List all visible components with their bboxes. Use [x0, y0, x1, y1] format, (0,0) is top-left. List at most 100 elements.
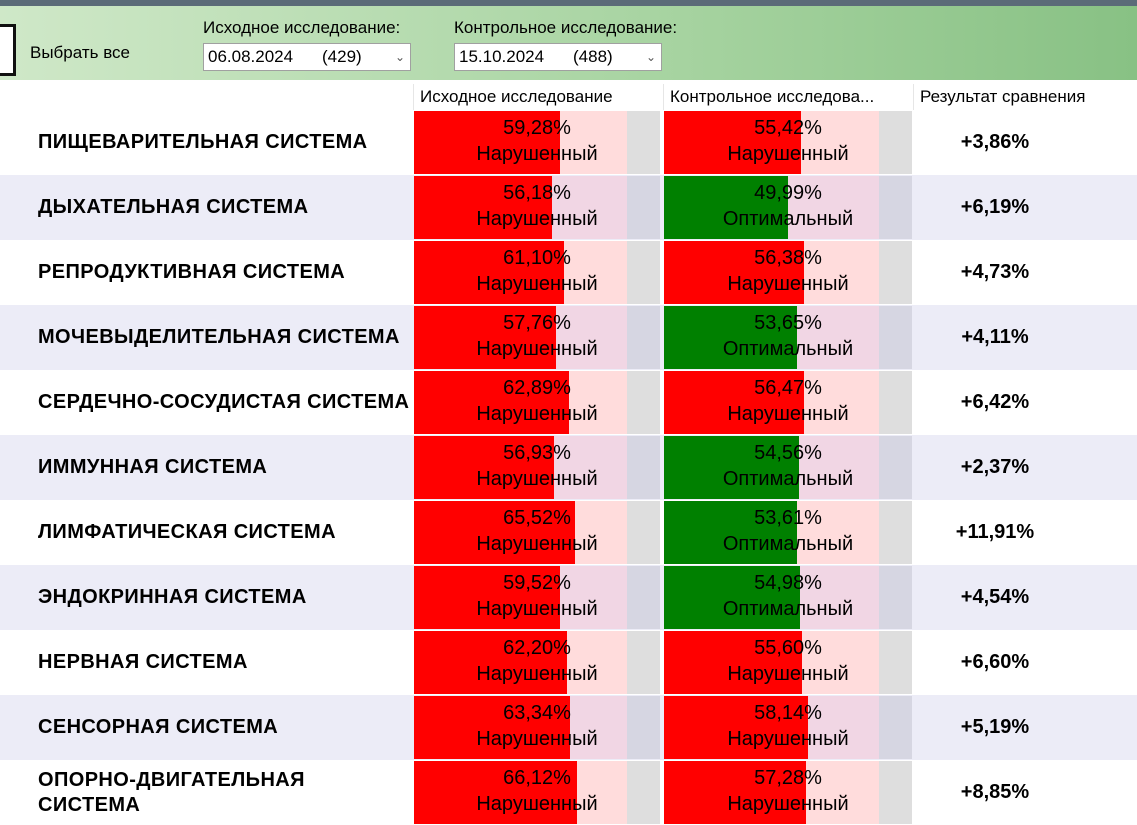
zone [878, 111, 912, 174]
status-label: Нарушенный [476, 143, 598, 165]
value-bar [664, 501, 797, 564]
column-header[interactable]: Результат сравнения [913, 84, 1137, 110]
value-bar [414, 501, 576, 564]
table-row: МОЧЕВЫДЕЛИТЕЛЬНАЯ СИСТЕМА 57,76% Нарушенны… [0, 305, 1137, 370]
zone [878, 241, 912, 304]
status-label: Нарушенный [727, 143, 849, 165]
table-row: НЕРВНАЯ СИСТЕМА 62,20% Нарушенный 55,60% Нар… [0, 630, 1137, 695]
zone [626, 566, 660, 629]
value-bar [664, 176, 788, 239]
zone [878, 306, 912, 369]
table-row: СЕНСОРНАЯ СИСТЕМА 63,34% Нарушенный 58,14% Н… [0, 695, 1137, 760]
value-label: 66,12% [503, 767, 571, 789]
value-bar [414, 111, 560, 174]
value-bar [414, 436, 555, 499]
control-cell: 54,98% Оптимальный [664, 566, 912, 629]
baseline-cell: 59,28% Нарушенный [414, 111, 660, 174]
zone [878, 371, 912, 434]
baseline-cell: 65,52% Нарушенный [414, 501, 660, 564]
control-cell: 57,28% Нарушенный [664, 761, 912, 824]
status-label: Нарушенный [476, 273, 598, 295]
select-all-label[interactable]: Выбрать все [30, 43, 130, 62]
value-label: 56,93% [503, 442, 571, 464]
checkbox[interactable] [0, 24, 16, 76]
comparison-result: +6,42% [960, 391, 1030, 413]
value-label: 56,47% [754, 377, 822, 399]
table-row: ОПОРНО-ДВИГАТЕЛЬНАЯ СИСТЕМА 66,12% Нарушен… [0, 760, 1137, 825]
comparison-result: +2,37% [960, 456, 1030, 478]
column-header[interactable]: Контрольное исследова... [663, 84, 913, 110]
baseline-cell: 61,10% Нарушенный [414, 241, 660, 304]
value-label: 59,28% [503, 117, 571, 139]
zone [626, 501, 660, 564]
value-bar [414, 241, 565, 304]
status-label: Нарушенный [476, 793, 598, 815]
zone [626, 631, 660, 694]
status-label: Нарушенный [476, 533, 598, 555]
status-label: Оптимальный [722, 208, 854, 230]
value-label: 62,89% [503, 377, 571, 399]
status-label: Нарушенный [476, 468, 598, 490]
baseline-cell: 56,18% Нарушенный [414, 176, 660, 239]
value-bar [664, 696, 809, 759]
zone [626, 176, 660, 239]
zone [626, 111, 660, 174]
value-label: 53,61% [754, 507, 822, 529]
zone [878, 566, 912, 629]
status-label: Нарушенный [476, 598, 598, 620]
comparison-result: +3,86% [960, 131, 1030, 153]
value-label: 59,52% [503, 572, 571, 594]
value-bar [664, 761, 807, 824]
value-label: 49,99% [754, 182, 822, 204]
status-label: Нарушенный [476, 728, 598, 750]
table-row: ДЫХАТЕЛЬНАЯ СИСТЕМА 56,18% Нарушенный 49,99… [0, 175, 1137, 240]
status-label: Нарушенный [476, 403, 598, 425]
zone [878, 501, 912, 564]
baseline-count: (429) [322, 47, 362, 66]
system-name: СЕРДЕЧНО-СОСУДИСТАЯ СИСТЕМА [38, 391, 410, 413]
control-cell: 55,42% Нарушенный [664, 111, 912, 174]
comparison-result: +4,54% [960, 586, 1030, 608]
baseline-label: Исходное исследование: [203, 18, 401, 37]
system-name: ЛИМФАТИЧЕСКАЯ СИСТЕМА [38, 521, 336, 543]
status-label: Оптимальный [722, 468, 854, 490]
control-cell: 58,14% Нарушенный [664, 696, 912, 759]
value-label: 56,38% [754, 247, 822, 269]
status-label: Оптимальный [722, 598, 854, 620]
system-name: ПИЩЕВАРИТЕЛЬНАЯ СИСТЕМА [38, 131, 368, 153]
baseline-cell: 62,89% Нарушенный [414, 371, 660, 434]
comparison-result: +4,11% [961, 326, 1029, 348]
control-cell: 54,56% Оптимальный [664, 436, 912, 499]
table-row: ЭНДОКРИННАЯ СИСТЕМА 59,52% Нарушенный 54,98… [0, 565, 1137, 630]
table-row: ПИЩЕВАРИТЕЛЬНАЯ СИСТЕМА 59,28% Нарушенный 5… [0, 110, 1137, 175]
baseline-cell: 66,12% Нарушенный [414, 761, 660, 824]
table-row: СЕРДЕЧНО-СОСУДИСТАЯ СИСТЕМА 62,89% Нарушен… [0, 370, 1137, 435]
column-header[interactable]: Исходное исследование [413, 84, 661, 110]
zone [626, 371, 660, 434]
control-date: 15.10.2024 [459, 47, 545, 66]
zone [878, 436, 912, 499]
baseline-cell: 63,34% Нарушенный [414, 696, 660, 759]
status-label: Нарушенный [476, 663, 598, 685]
status-label: Нарушенный [727, 793, 849, 815]
zone [878, 761, 912, 824]
control-count: (488) [573, 47, 613, 66]
baseline-dropdown[interactable]: 06.08.2024 (429) ⌄ [203, 43, 411, 71]
value-bar [414, 631, 567, 694]
status-label: Нарушенный [727, 728, 849, 750]
status-label: Оптимальный [722, 338, 854, 360]
control-dropdown[interactable]: 15.10.2024 (488) ⌄ [454, 43, 662, 71]
system-name: ИММУННАЯ СИСТЕМА [38, 456, 268, 478]
control-cell: 56,38% Нарушенный [664, 241, 912, 304]
zone [878, 696, 912, 759]
baseline-date: 06.08.2024 [208, 47, 294, 66]
comparison-result: +6,60% [960, 651, 1030, 673]
value-bar [414, 306, 557, 369]
toolbar: Выбрать все Исходное исследование: 06.08… [0, 0, 1137, 80]
system-name: ОПОРНО-ДВИГАТЕЛЬНАЯ СИСТЕМА [38, 768, 305, 816]
control-cell: 56,47% Нарушенный [664, 371, 912, 434]
comparison-result: +6,19% [960, 196, 1030, 218]
comparison-result: +11,91% [955, 521, 1035, 543]
value-bar [664, 111, 802, 174]
value-label: 57,76% [503, 312, 571, 334]
